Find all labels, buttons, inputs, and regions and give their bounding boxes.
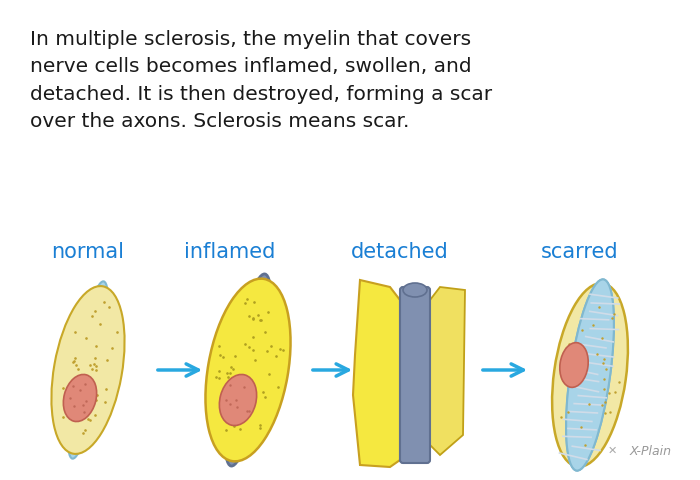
Ellipse shape xyxy=(63,374,97,421)
Polygon shape xyxy=(353,280,400,467)
Ellipse shape xyxy=(225,274,271,466)
Ellipse shape xyxy=(403,283,427,297)
Ellipse shape xyxy=(552,283,628,467)
Text: In multiple sclerosis, the myelin that covers
nerve cells becomes inflamed, swol: In multiple sclerosis, the myelin that c… xyxy=(30,30,492,131)
Text: inflamed: inflamed xyxy=(184,242,276,262)
Polygon shape xyxy=(430,287,465,455)
Text: scarred: scarred xyxy=(541,242,619,262)
Text: normal: normal xyxy=(52,242,125,262)
Ellipse shape xyxy=(219,374,257,426)
Ellipse shape xyxy=(206,279,290,461)
Ellipse shape xyxy=(51,286,125,454)
Polygon shape xyxy=(400,297,410,460)
Text: detached: detached xyxy=(351,242,449,262)
FancyBboxPatch shape xyxy=(400,287,430,463)
Ellipse shape xyxy=(566,279,614,470)
Ellipse shape xyxy=(566,279,614,470)
Ellipse shape xyxy=(560,343,588,387)
Ellipse shape xyxy=(68,281,108,459)
Text: ✕: ✕ xyxy=(608,446,617,456)
Text: X-Plain: X-Plain xyxy=(630,445,672,458)
